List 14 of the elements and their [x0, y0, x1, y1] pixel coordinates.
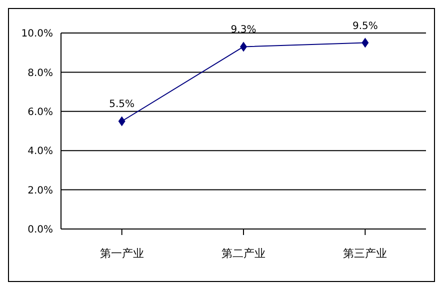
- point: [362, 38, 369, 48]
- data-label: 5.5%: [109, 99, 135, 110]
- data-label: 9.5%: [352, 20, 378, 32]
- point: [118, 116, 126, 126]
- x-tick-label: 第一产业: [100, 246, 144, 260]
- data-label: 9.3%: [230, 24, 256, 36]
- y-tick-label: 8.0%: [28, 68, 53, 79]
- y-tick-label: 0.0%: [28, 224, 53, 236]
- y-tick-label: 10.0%: [21, 28, 53, 40]
- y-tick-label: 6.0%: [28, 106, 53, 118]
- x-tick-label: 第三产业: [343, 246, 388, 260]
- y-tick-label: 4.0%: [28, 146, 53, 158]
- y-tick-label: 2.0%: [28, 185, 53, 196]
- x-tick-label: 第二产业: [222, 246, 266, 260]
